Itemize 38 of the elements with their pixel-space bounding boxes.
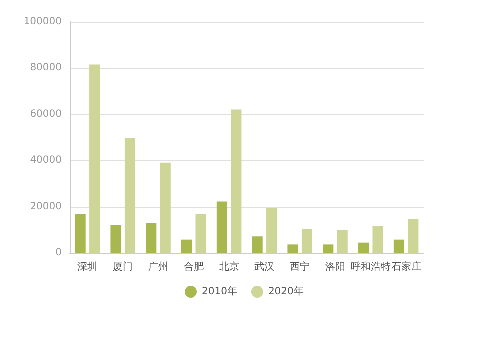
x-tick-label: 洛阳 <box>326 261 346 273</box>
bar <box>146 223 157 253</box>
bar <box>110 226 122 253</box>
y-tick-label: 80000 <box>30 62 62 74</box>
bar <box>90 64 100 253</box>
x-tick-label: 合肥 <box>184 261 204 273</box>
bar <box>372 226 384 253</box>
bar <box>182 240 192 253</box>
bar <box>75 214 86 253</box>
bar <box>231 110 242 253</box>
x-tick-label: 厦门 <box>113 261 134 273</box>
y-tick-label: 60000 <box>30 108 62 120</box>
bar <box>408 220 419 253</box>
bar <box>394 240 404 253</box>
x-tick-label: 石家庄 <box>391 261 422 273</box>
x-tick-label: 北京 <box>219 261 240 273</box>
bar <box>252 236 263 253</box>
x-tick-label: 武汉 <box>254 261 275 273</box>
y-tick-label: 100000 <box>24 16 62 28</box>
bar <box>196 214 206 253</box>
legend-label: 2020年 <box>268 286 304 298</box>
bar <box>160 162 171 253</box>
bar <box>337 230 348 253</box>
legend-label: 2010年 <box>202 286 238 298</box>
x-tick-label: 深圳 <box>78 261 98 273</box>
bar <box>266 208 278 253</box>
x-tick-label: 广州 <box>148 261 168 273</box>
bar <box>216 202 228 253</box>
x-tick-label: 西宁 <box>290 261 310 273</box>
y-tick-label: 0 <box>56 248 62 258</box>
y-tick-label: 20000 <box>30 201 62 212</box>
x-tick-label: 呼和浩特 <box>350 261 391 273</box>
y-tick-label: 40000 <box>30 155 62 166</box>
bar <box>323 244 334 253</box>
bar <box>302 229 312 253</box>
bar <box>288 244 298 253</box>
bar <box>358 242 370 253</box>
bar <box>124 138 136 253</box>
